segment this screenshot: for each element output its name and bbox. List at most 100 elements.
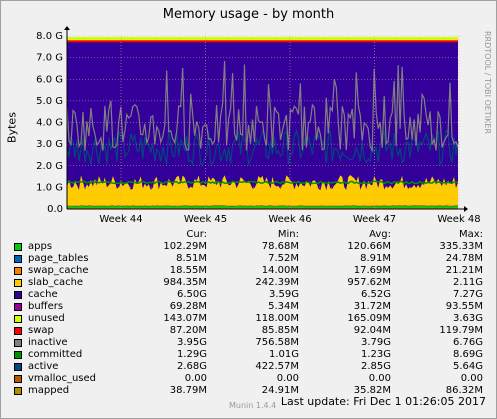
legend-min: 85.85M <box>261 325 299 336</box>
x-tick-label: Week 46 <box>268 214 311 225</box>
committed-line <box>66 180 459 185</box>
x-tick-label: Week 47 <box>353 214 396 225</box>
legend-name: apps <box>28 241 53 252</box>
legend-max: 21.21M <box>445 265 483 276</box>
legend-swatch <box>14 303 22 311</box>
legend-name: swap_cache <box>28 265 89 276</box>
legend-row-apps: apps 102.29M 78.68M 120.66M 335.33M <box>11 241 489 253</box>
legend-cur: 6.50G <box>176 289 207 300</box>
legend-cur: 18.55M <box>169 265 207 276</box>
header-avg: Avg: <box>369 229 391 240</box>
legend-swatch <box>14 351 22 359</box>
legend: Cur: Min: Avg: Max: apps 102.29M 78.68M 120… <box>11 229 489 397</box>
legend-cur: 143.07M <box>163 313 207 324</box>
x-axis-arrow <box>464 206 468 212</box>
y-axis: 0.0 1.0 G 2.0 G 3.0 G 4.0 G 5.0 G 6.0 G 7.0 G 8.… <box>36 26 70 215</box>
swap-area <box>67 40 458 43</box>
legend-avg: 6.52G <box>360 289 391 300</box>
legend-swatch <box>14 339 22 347</box>
legend-avg: 35.82M <box>353 385 391 396</box>
legend-max: 6.76G <box>452 337 483 348</box>
chart-title: Memory usage - by month <box>162 7 335 22</box>
legend-cur: 38.79M <box>169 385 207 396</box>
legend-min: 0.00 <box>276 373 299 384</box>
legend-cur: 984.35M <box>163 277 207 288</box>
legend-cur: 0.00 <box>184 373 207 384</box>
y-tick-label: 7.0 G <box>36 53 63 64</box>
legend-cur: 2.68G <box>176 361 207 372</box>
legend-row-page-tables: page_tables 8.51M 7.52M 8.91M 24.78M <box>11 253 489 265</box>
active-line <box>66 128 459 167</box>
legend-min: 7.52M <box>268 253 299 264</box>
legend-name: slab_cache <box>28 277 84 288</box>
legend-avg: 165.09M <box>347 313 391 324</box>
legend-min: 78.68M <box>261 241 299 252</box>
plot-area <box>66 37 459 210</box>
y-axis-arrow <box>64 26 70 30</box>
y-tick-label: 8.0 G <box>36 31 63 42</box>
legend-min: 242.39M <box>255 277 299 288</box>
legend-swatch <box>14 315 22 323</box>
legend-swatch <box>14 327 22 335</box>
rrdtool-side-label: RRDTOOL / TOBI OETIKER <box>483 31 492 134</box>
legend-min: 14.00M <box>261 265 299 276</box>
legend-cur: 69.28M <box>169 301 207 312</box>
y-tick-label: 5.0 G <box>36 96 63 107</box>
legend-cur: 87.20M <box>169 325 207 336</box>
legend-avg: 8.91M <box>360 253 391 264</box>
legend-min: 756.58M <box>255 337 299 348</box>
legend-row-active: active 2.68G 422.57M 2.85G 5.64G <box>11 361 489 373</box>
legend-avg: 3.79G <box>360 337 391 348</box>
legend-avg: 1.23G <box>360 349 391 360</box>
munin-version: Munin 1.4.4 <box>229 401 277 410</box>
chart-svg: 0.0 1.0 G 2.0 G 3.0 G 4.0 G 5.0 G 6.0 G 7.0 G 8.… <box>36 26 481 225</box>
legend-max: 335.33M <box>439 241 483 252</box>
legend-row-committed: committed 1.29G 1.01G 1.23G 8.69G <box>11 349 489 361</box>
legend-row-vmalloc-used: vmalloc_used 0.00 0.00 0.00 0.00 <box>11 373 489 385</box>
header-min: Min: <box>277 229 299 240</box>
y-tick-label: 2.0 G <box>36 161 63 172</box>
legend-max: 24.78M <box>445 253 483 264</box>
legend-avg: 17.69M <box>353 265 391 276</box>
legend-name: vmalloc_used <box>28 373 97 384</box>
legend-cur: 102.29M <box>163 241 207 252</box>
page_tables-area <box>67 205 458 207</box>
legend-avg: 957.62M <box>347 277 391 288</box>
legend-avg: 0.00 <box>368 373 391 384</box>
y-tick-label: 0.0 <box>47 204 63 215</box>
legend-swatch <box>14 243 22 251</box>
y-tick-label: 3.0 G <box>36 139 63 150</box>
legend-swatch <box>14 363 22 371</box>
legend-cur: 1.29G <box>176 349 207 360</box>
legend-avg: 31.72M <box>353 301 391 312</box>
legend-swatch <box>14 255 22 263</box>
y-tick-label: 1.0 G <box>36 182 63 193</box>
legend-avg: 92.04M <box>353 325 391 336</box>
legend-swatch <box>14 375 22 383</box>
legend-max: 119.79M <box>439 325 483 336</box>
legend-max: 86.32M <box>445 385 483 396</box>
legend-name: inactive <box>28 337 68 348</box>
legend-name: active <box>28 361 59 372</box>
legend-swatch <box>14 291 22 299</box>
legend-max: 8.69G <box>452 349 483 360</box>
x-tick-label: Week 48 <box>437 214 480 225</box>
legend-cur: 3.95G <box>176 337 207 348</box>
legend-row-buffers: buffers 69.28M 5.34M 31.72M 93.55M <box>11 301 489 313</box>
swap_cache-area <box>67 205 458 207</box>
legend-max: 7.27G <box>452 289 483 300</box>
legend-row-cache: cache 6.50G 3.59G 6.52G 7.27G <box>11 289 489 301</box>
last-update: Last update: Fri Dec 1 01:26:05 2017 <box>280 395 486 408</box>
grid <box>67 35 460 209</box>
unused-area <box>67 37 458 41</box>
x-axis: Week 44 Week 45 Week 46 Week 47 Week 48 <box>67 206 481 225</box>
header-cur: Cur: <box>186 229 207 240</box>
legend-name: unused <box>28 313 65 324</box>
inactive-line <box>66 60 459 153</box>
side-label-svg: RRDTOOL / TOBI OETIKER <box>483 31 492 134</box>
legend-avg: 120.66M <box>347 241 391 252</box>
legend-max: 2.11G <box>452 277 483 288</box>
legend-name: mapped <box>28 385 70 396</box>
legend-name: committed <box>28 349 83 360</box>
